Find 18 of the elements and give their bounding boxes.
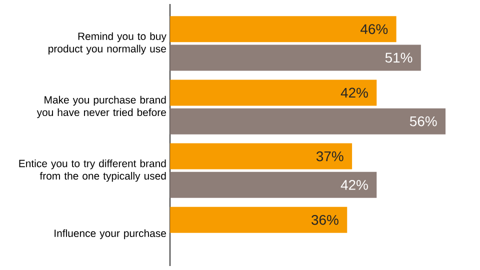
bar (170, 143, 352, 170)
y-tick-label: Influence your purchase (54, 229, 166, 240)
bar (170, 44, 421, 71)
y-tick-label: Remind you to buy product you normally use (48, 32, 166, 55)
bar (170, 108, 446, 134)
data-label: 56% (410, 116, 437, 126)
data-label: 51% (385, 52, 412, 63)
data-label: 37% (316, 151, 344, 162)
bar (170, 16, 396, 42)
data-label: 42% (340, 88, 368, 98)
y-tick-label: Entice you to try different brand from the one typically used (19, 160, 166, 182)
bar (170, 206, 348, 233)
data-label: 42% (340, 180, 368, 190)
bar (170, 172, 377, 198)
y-tick-label: Make you purchase brand you have never tried before (36, 96, 166, 118)
bar (170, 80, 377, 106)
data-label: 36% (312, 214, 338, 225)
data-label: 46% (360, 24, 388, 34)
